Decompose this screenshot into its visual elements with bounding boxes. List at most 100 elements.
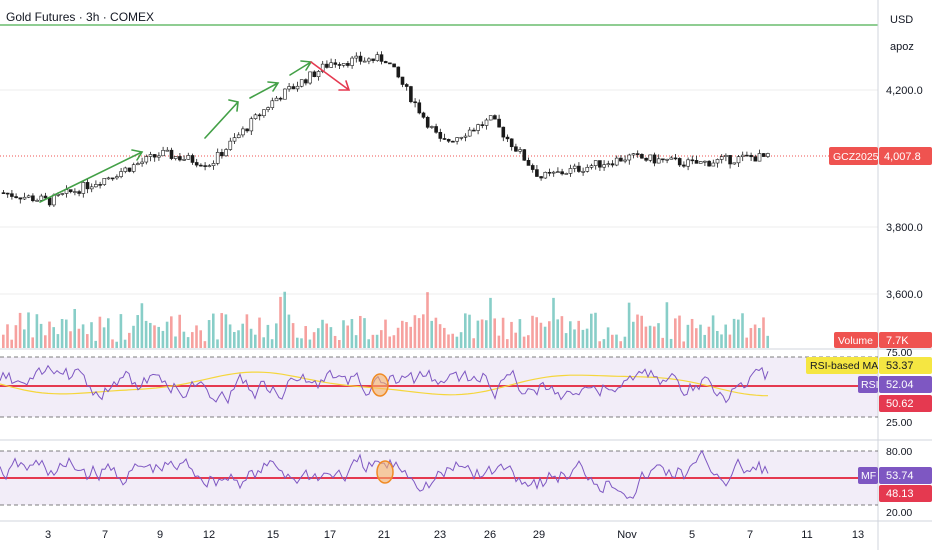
candle[interactable] — [291, 83, 296, 90]
candle[interactable] — [102, 178, 107, 186]
rsi-ma-value[interactable]: 53.37 — [886, 360, 914, 372]
candle[interactable] — [417, 99, 422, 115]
currency-label[interactable]: USD — [890, 14, 913, 26]
candle[interactable] — [686, 157, 690, 171]
candle[interactable] — [207, 164, 212, 168]
rsi-marker[interactable] — [371, 373, 389, 397]
symbol-badge[interactable]: GCZ2025 — [833, 151, 879, 163]
candle[interactable] — [614, 155, 619, 167]
candle[interactable] — [425, 115, 430, 129]
candle[interactable] — [404, 83, 409, 91]
candle[interactable] — [165, 147, 170, 152]
arrow-down-1[interactable] — [310, 61, 351, 91]
candle[interactable] — [703, 160, 707, 167]
candle[interactable] — [623, 155, 627, 164]
candle[interactable] — [501, 126, 506, 142]
candle[interactable] — [22, 192, 27, 200]
candle[interactable] — [350, 56, 354, 69]
candle[interactable] — [488, 115, 493, 121]
candle[interactable] — [560, 168, 564, 176]
candle[interactable] — [400, 76, 405, 88]
candle[interactable] — [354, 52, 359, 63]
candle[interactable] — [39, 193, 44, 202]
candle[interactable] — [593, 160, 598, 170]
candle[interactable] — [270, 97, 275, 110]
candle[interactable] — [711, 159, 716, 167]
candle[interactable] — [253, 113, 258, 120]
candle[interactable] — [115, 174, 119, 180]
candle[interactable] — [459, 136, 464, 141]
candle[interactable] — [631, 153, 636, 159]
candle[interactable] — [656, 154, 661, 164]
candle[interactable] — [438, 128, 443, 142]
candle[interactable] — [190, 153, 195, 165]
candle[interactable] — [732, 162, 737, 165]
candle[interactable] — [396, 66, 401, 79]
candle[interactable] — [194, 158, 199, 168]
candle[interactable] — [371, 58, 375, 64]
candle[interactable] — [476, 123, 480, 135]
candle[interactable] — [295, 81, 300, 92]
candle[interactable] — [484, 118, 489, 130]
candle[interactable] — [661, 158, 665, 163]
candle[interactable] — [211, 160, 216, 170]
candle[interactable] — [89, 183, 94, 193]
candle[interactable] — [724, 153, 728, 162]
trend-arrows[interactable] — [39, 60, 351, 203]
candle[interactable] — [740, 151, 745, 162]
candle[interactable] — [152, 154, 157, 162]
candle[interactable] — [274, 96, 279, 102]
candle[interactable] — [266, 106, 270, 113]
candle[interactable] — [169, 147, 174, 161]
candle[interactable] — [497, 114, 501, 128]
candle[interactable] — [392, 63, 396, 68]
candle[interactable] — [505, 134, 510, 143]
candle[interactable] — [186, 152, 191, 160]
candle[interactable] — [581, 167, 585, 176]
candle[interactable] — [5, 192, 10, 198]
candle[interactable] — [144, 154, 149, 165]
candle[interactable] — [123, 166, 128, 174]
candle[interactable] — [606, 160, 611, 168]
candle[interactable] — [539, 175, 543, 181]
candle[interactable] — [287, 82, 291, 92]
candle[interactable] — [434, 123, 438, 134]
chart-title[interactable]: Gold Futures · 3h · COMEX — [6, 10, 154, 24]
candle[interactable] — [673, 154, 678, 161]
candle[interactable] — [10, 189, 14, 200]
candle[interactable] — [421, 111, 426, 119]
candle[interactable] — [635, 150, 640, 158]
candle[interactable] — [182, 155, 186, 161]
mf-second-value[interactable]: 48.13 — [886, 488, 914, 500]
candle[interactable] — [178, 152, 182, 162]
candle[interactable] — [136, 161, 140, 166]
candle[interactable] — [77, 189, 81, 197]
candle[interactable] — [388, 62, 392, 65]
arrow-up-1[interactable] — [39, 149, 144, 203]
candle[interactable] — [228, 137, 233, 151]
candle[interactable] — [68, 189, 73, 194]
candle[interactable] — [627, 153, 632, 165]
candle[interactable] — [745, 151, 749, 157]
rsi-value[interactable]: 52.04 — [886, 379, 914, 391]
candle[interactable] — [430, 125, 434, 129]
candle[interactable] — [383, 60, 388, 64]
candle[interactable] — [110, 177, 115, 181]
candle[interactable] — [644, 157, 648, 162]
candle[interactable] — [140, 157, 144, 167]
candle[interactable] — [337, 62, 342, 69]
candle[interactable] — [346, 61, 350, 68]
candle[interactable] — [493, 114, 497, 120]
mf-value[interactable]: 53.74 — [886, 470, 914, 482]
candle[interactable] — [602, 160, 606, 171]
arrow-up-3[interactable] — [249, 81, 280, 99]
candle[interactable] — [316, 69, 321, 81]
candle[interactable] — [690, 155, 695, 165]
candle[interactable] — [14, 193, 18, 199]
volume-label[interactable]: Volume — [838, 335, 873, 347]
candle[interactable] — [73, 188, 77, 196]
candle[interactable] — [568, 164, 573, 177]
candle[interactable] — [451, 140, 455, 143]
candle[interactable] — [480, 121, 485, 129]
